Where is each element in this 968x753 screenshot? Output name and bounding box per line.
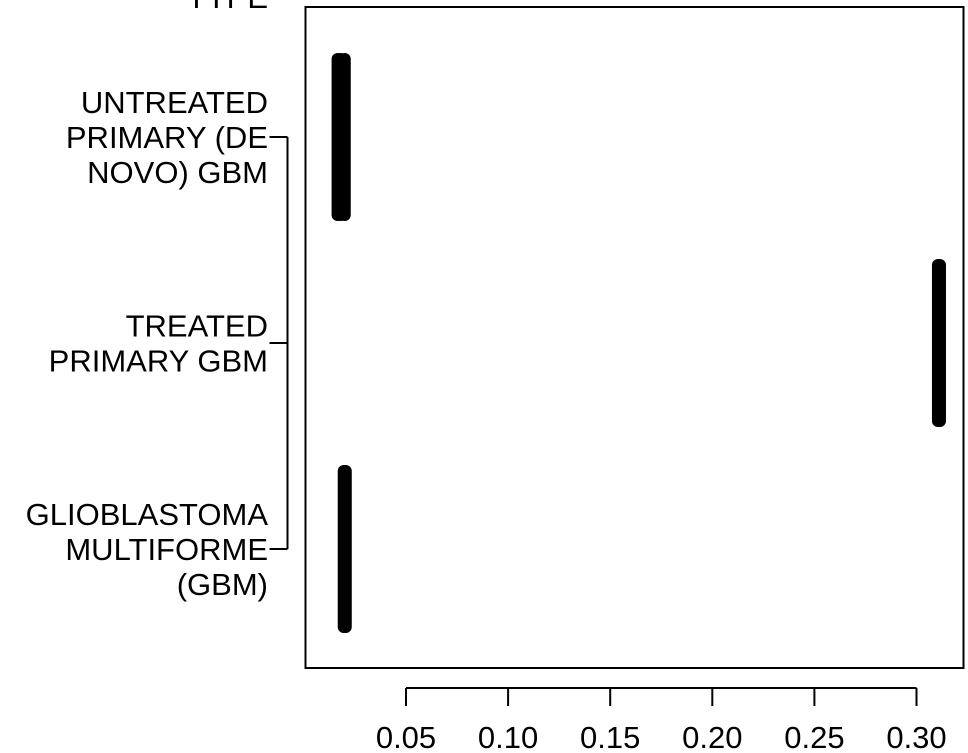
y-tick-label: GLIOBLASTOMA MULTIFORME (GBM) [26, 497, 269, 602]
x-tick-label: 0.15 [580, 720, 640, 753]
plot-frame [304, 6, 965, 669]
y-tick-label-line: PRIMARY (DE [66, 120, 268, 155]
y-tick-label: TREATED PRIMARY GBM [49, 309, 268, 379]
y-tick-label-line: UNTREATED [81, 85, 268, 120]
y-tick-label-line: MULTIFORME [65, 532, 268, 567]
x-tick-label: 0.20 [682, 720, 742, 753]
y-tick-label-line: PRIMARY GBM [49, 344, 268, 379]
y-tick-label: UNTREATED PRIMARY (DE NOVO) GBM [66, 85, 268, 190]
x-axis: 0.05 0.10 0.15 0.20 0.25 0.30 [376, 687, 947, 753]
y-tick-label-line: (GBM) [177, 567, 268, 602]
x-tick-label: 0.05 [376, 720, 436, 753]
y-tick-label-line: NOVO) GBM [87, 155, 268, 190]
data-marks [331, 53, 946, 633]
chart-title: TYPE [187, 0, 268, 15]
y-tick-label-line: TREATED [126, 309, 268, 344]
y-tick-label-line: GLIOBLASTOMA [26, 497, 269, 532]
x-tick-label: 0.10 [478, 720, 538, 753]
x-tick-label: 0.30 [886, 720, 946, 753]
x-tick-label: 0.25 [784, 720, 844, 753]
